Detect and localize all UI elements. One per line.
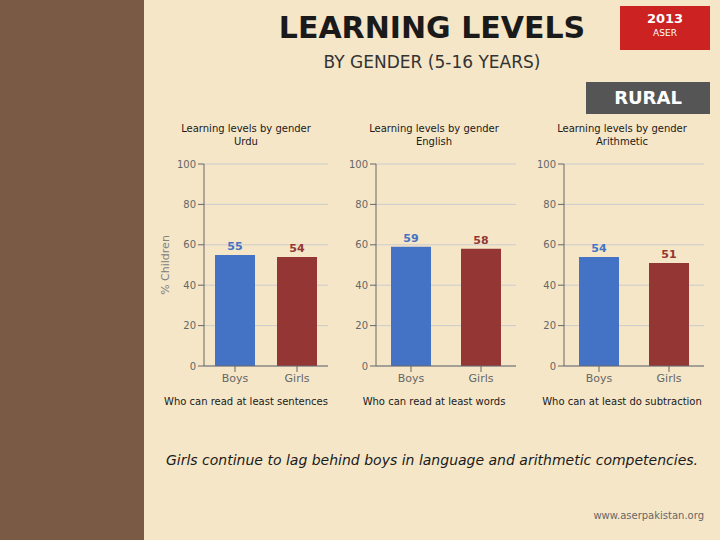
html-text:Urdu: Urdu [234,136,258,147]
svg-text:40: 40 [543,280,556,291]
svg-text:0: 0 [190,361,196,372]
svg-text:100: 100 [177,159,196,170]
svg-text:Girls: Girls [469,372,494,385]
svg-text:55: 55 [227,240,242,253]
svg-text:51: 51 [661,248,676,261]
html-text:ASER: ASER [653,28,677,38]
svg-text:80: 80 [355,199,368,210]
svg-text:100: 100 [537,159,556,170]
svg-text:Boys: Boys [398,372,425,385]
svg-text:60: 60 [355,239,368,250]
html-text:Learning levels by gender: Learning levels by gender [181,123,311,134]
svg-text:% Children: % Children [159,235,172,295]
svg-text:40: 40 [183,280,196,291]
svg-text:Girls: Girls [657,372,682,385]
html-text:2013: 2013 [646,11,684,26]
html-text:Arithmetic: Arithmetic [596,136,648,147]
svg-text:40: 40 [355,280,368,291]
svg-text:Boys: Boys [586,372,613,385]
svg-text:Boys: Boys [222,372,249,385]
svg-text:60: 60 [543,239,556,250]
html-text:Who can read at least words: Who can read at least words [362,396,506,407]
svg-text:20: 20 [355,320,368,331]
svg-text:80: 80 [543,199,556,210]
html-text:Who can read at least sentence: Who can read at least sentences [164,396,328,407]
html-text:LEARNING LEVELS: LEARNING LEVELS [278,10,586,45]
html-text:Learning levels by gender: Learning levels by gender [557,123,687,134]
html-text:www.aserpakistan.org: www.aserpakistan.org [593,510,704,521]
html-text:English: English [415,136,452,147]
svg-text:20: 20 [183,320,196,331]
svg-text:0: 0 [550,361,556,372]
html-text:RURAL: RURAL [614,87,682,108]
svg-text:58: 58 [473,234,488,247]
svg-text:Girls: Girls [285,372,310,385]
html-text:Girls continue to lag behind b: Girls continue to lag behind boys in lan… [166,452,698,468]
svg-text:54: 54 [289,242,305,255]
svg-text:60: 60 [183,239,196,250]
svg-text:20: 20 [543,320,556,331]
svg-text:80: 80 [183,199,196,210]
html-text:Who can at least do subtractio: Who can at least do subtraction [542,396,702,407]
html-text:BY GENDER (5-16 YEARS): BY GENDER (5-16 YEARS) [323,52,541,72]
svg-text:100: 100 [349,159,368,170]
html-text:Learning levels by gender: Learning levels by gender [369,123,499,134]
svg-text:0: 0 [362,361,368,372]
svg-text:54: 54 [591,242,607,255]
svg-text:59: 59 [403,232,418,245]
